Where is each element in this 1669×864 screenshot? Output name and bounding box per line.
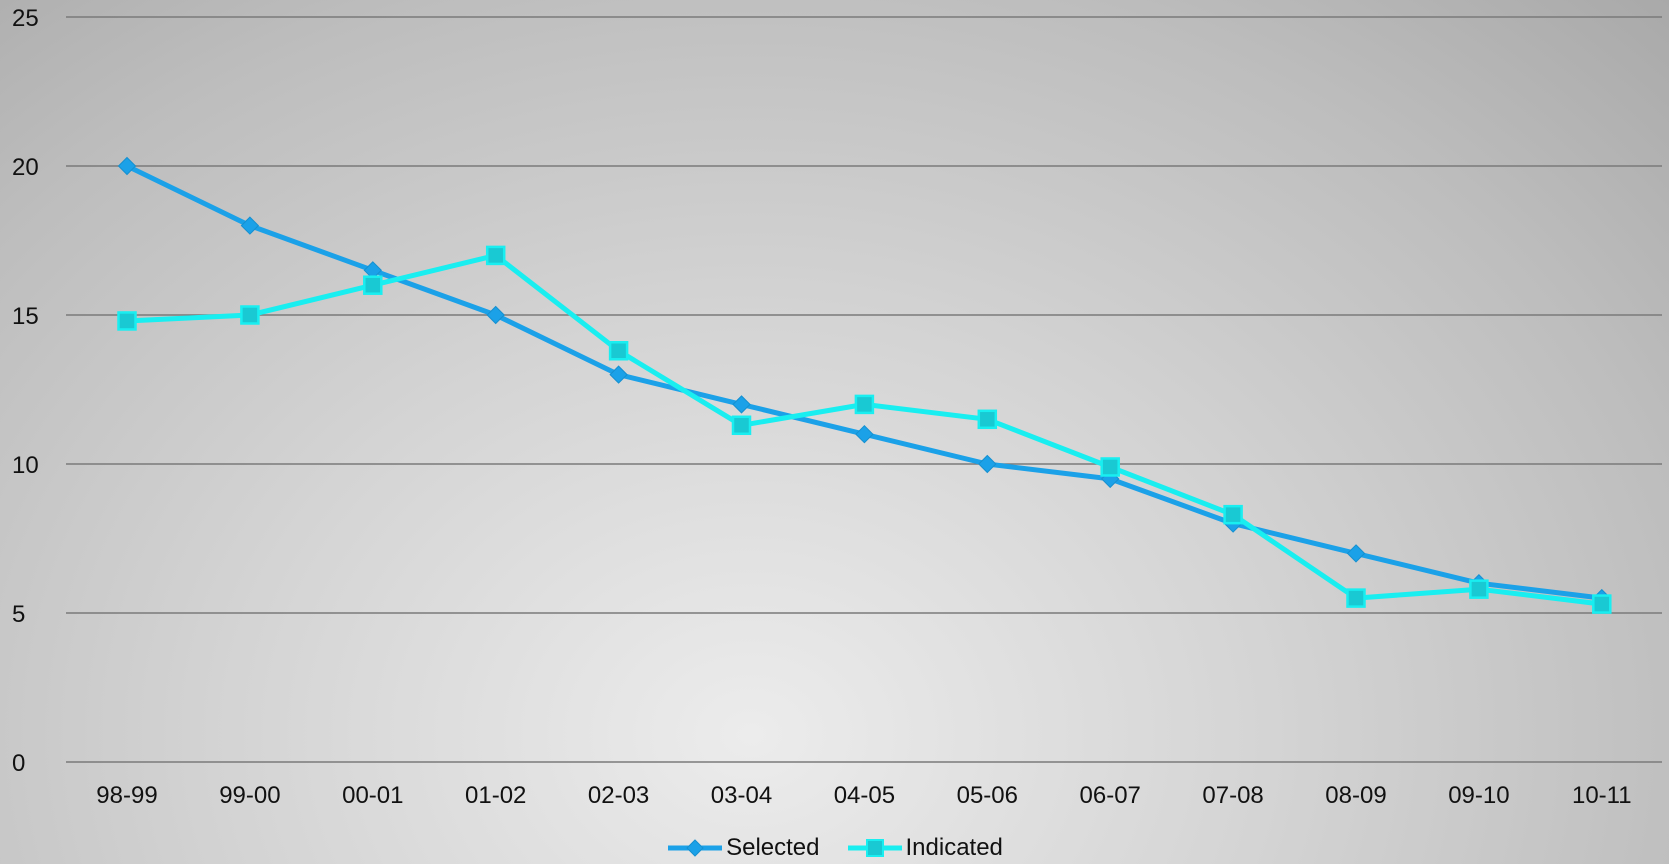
- y-tick-label: 25: [12, 5, 39, 32]
- data-point-selected: [240, 216, 260, 235]
- data-point-selected: [732, 395, 751, 414]
- legend-indicated-marker: [847, 839, 902, 857]
- data-point-indicated: [363, 275, 383, 295]
- y-tick-label: 20: [12, 154, 39, 181]
- data-point-indicated: [1100, 457, 1120, 477]
- y-tick-label: 10: [12, 452, 39, 479]
- data-point-selected: [855, 424, 874, 444]
- plot-area: 0 5 10 15 20 25 98-99 99-00 00-01 01-02 02-03 03-04…: [12, 5, 1662, 809]
- data-point-indicated: [731, 415, 752, 436]
- series-line-selected: [124, 163, 1605, 601]
- data-point-selected: [117, 156, 137, 176]
- x-tick-label: 05-06: [957, 782, 1018, 809]
- data-point-indicated: [1592, 594, 1612, 614]
- data-point-indicated: [854, 394, 875, 415]
- data-point-indicated: [1346, 588, 1366, 608]
- data-point-indicated: [608, 341, 629, 361]
- x-tick-label: 98-99: [96, 782, 157, 809]
- data-point-selected: [486, 305, 505, 325]
- x-tick-label: 10-11: [1572, 782, 1632, 809]
- y-tick-label: 0: [12, 750, 25, 777]
- data-point-indicated: [1223, 504, 1243, 525]
- data-point-selected: [609, 365, 628, 384]
- data-point-indicated: [240, 305, 260, 325]
- x-tick-label: 02-03: [588, 782, 649, 809]
- legend-item-indicated: Indicated: [846, 834, 1003, 862]
- x-tick-label: 01-02: [465, 782, 526, 809]
- x-tick-label: 06-07: [1080, 782, 1141, 809]
- data-point-indicated: [117, 311, 137, 331]
- legend: Selected Indicated: [0, 832, 1669, 864]
- legend-label-indicated: Indicated: [905, 834, 1003, 861]
- data-point-selected: [1346, 544, 1366, 563]
- x-tick-label: 07-08: [1202, 782, 1263, 809]
- data-point-indicated: [485, 245, 506, 266]
- x-tick-label: 00-01: [342, 782, 403, 809]
- x-tick-label: 99-00: [219, 782, 280, 809]
- legend-item-selected: Selected: [666, 834, 820, 862]
- data-point-selected: [978, 454, 997, 474]
- y-tick-label: 5: [12, 601, 25, 628]
- x-tick-label: 09-10: [1448, 782, 1509, 809]
- data-point-indicated: [1469, 579, 1489, 599]
- x-tick-label: 04-05: [834, 782, 895, 809]
- x-tick-label: 08-09: [1325, 782, 1386, 809]
- data-point-indicated: [977, 409, 998, 430]
- x-tick-label: 03-04: [711, 782, 772, 809]
- legend-selected-marker: [668, 839, 723, 857]
- y-tick-label: 15: [12, 303, 39, 330]
- legend-label-selected: Selected: [726, 834, 820, 861]
